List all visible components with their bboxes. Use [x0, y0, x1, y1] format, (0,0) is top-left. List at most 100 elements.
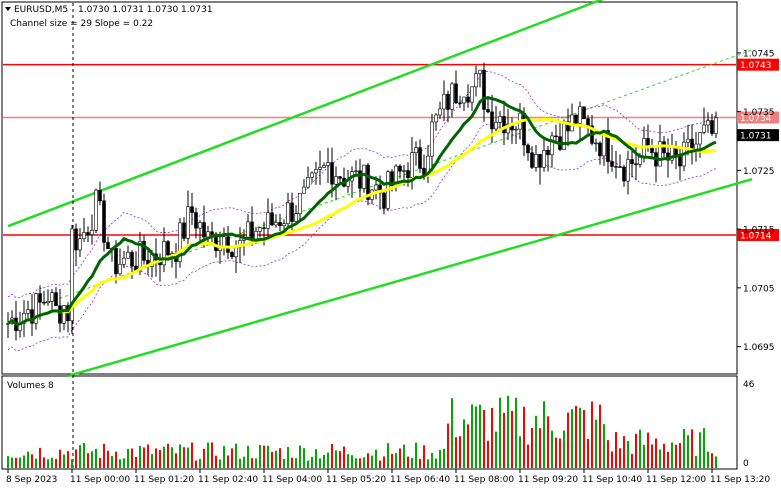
- volume-title: Volumes 8: [7, 381, 54, 391]
- candle-body: [486, 109, 490, 113]
- candle-body: [374, 184, 378, 191]
- price-tick-label: 1.0745: [743, 49, 775, 59]
- candle-body: [594, 142, 598, 145]
- candle-body: [406, 170, 410, 179]
- candle-body: [398, 165, 402, 172]
- candle-body: [354, 170, 358, 172]
- candle-body: [114, 247, 118, 275]
- current-price-tag: [737, 129, 779, 142]
- candle-body: [626, 159, 630, 182]
- candle-body: [450, 83, 454, 110]
- moving-averages: 1.0731: [7, 96, 779, 326]
- current-price-label: 1.0731: [740, 132, 772, 142]
- level-price-tag: [737, 58, 779, 71]
- candle-body: [266, 212, 270, 229]
- candle-body: [522, 112, 526, 146]
- candle-body: [706, 120, 710, 126]
- candle-body: [546, 149, 550, 156]
- candle-body: [630, 159, 634, 165]
- level-price-tag: [737, 111, 779, 124]
- candle-body: [34, 293, 38, 324]
- symbol-dropdown-icon[interactable]: [5, 7, 11, 11]
- candles: [6, 62, 718, 341]
- price-tick-label: 1.0695: [743, 343, 775, 353]
- time-tick-label: 11 Sep 13:20: [710, 475, 770, 485]
- candle-body: [302, 186, 306, 194]
- candle-body: [250, 221, 254, 240]
- candle-body: [90, 229, 94, 235]
- price-tick-label: 1.0735: [743, 108, 775, 118]
- candle-body: [614, 166, 618, 168]
- candle-body: [434, 114, 438, 123]
- candle-body: [418, 147, 422, 169]
- candle-body: [310, 172, 314, 178]
- candle-body: [78, 238, 82, 251]
- candle-body: [610, 161, 614, 167]
- candle-body: [82, 232, 86, 240]
- candle-body: [166, 241, 170, 256]
- candle-body: [162, 241, 166, 266]
- candle-body: [566, 121, 570, 132]
- price-tick-label: 1.0705: [743, 284, 775, 294]
- candle-body: [298, 192, 302, 215]
- candle-body: [290, 202, 294, 222]
- candle-body: [282, 223, 286, 226]
- candle-body: [470, 86, 474, 103]
- candle-body: [638, 156, 642, 165]
- candle-body: [262, 227, 266, 229]
- candle-body: [498, 116, 502, 123]
- candle-body: [46, 301, 50, 304]
- candle-body: [334, 176, 338, 185]
- candle-body: [126, 252, 130, 259]
- candle-body: [442, 93, 446, 110]
- candle-body: [30, 309, 34, 324]
- candle-body: [338, 176, 342, 179]
- candle-body: [326, 162, 330, 166]
- candle-body: [246, 221, 250, 238]
- candle-body: [410, 152, 414, 179]
- level-price-label: 1.0714: [740, 231, 772, 241]
- candle-body: [230, 252, 234, 258]
- candle-body: [506, 123, 510, 134]
- candle-body: [106, 242, 110, 249]
- candle-body: [222, 236, 226, 247]
- candle-body: [186, 206, 190, 239]
- price-pane-frame: [1, 1, 738, 375]
- channel-info: Channel size = 29 Slope = 0.22: [10, 19, 153, 29]
- candle-body: [226, 236, 230, 253]
- candle-body: [714, 117, 718, 134]
- candle-body: [358, 170, 362, 189]
- volume-bars: [7, 395, 717, 468]
- candle-body: [26, 309, 30, 314]
- candle-body: [318, 167, 322, 170]
- level-lines: 1.0743 1.0734 1.0714: [3, 58, 779, 241]
- candle-body: [554, 135, 558, 138]
- candle-body: [514, 128, 518, 131]
- level-price-label: 1.0743: [740, 61, 772, 71]
- candle-body: [270, 212, 274, 226]
- candle-body: [178, 222, 182, 262]
- candle-body: [142, 241, 146, 261]
- candle-body: [550, 135, 554, 156]
- candle-body: [586, 118, 590, 127]
- candle-body: [42, 302, 46, 304]
- candle-body: [210, 231, 214, 235]
- time-tick-label: 11 Sep 09:20: [518, 475, 578, 485]
- symbol-label: EURUSD,M5: [14, 5, 68, 15]
- candle-body: [278, 222, 282, 226]
- candle-body: [390, 171, 394, 186]
- channel-upper-line: [7, 0, 604, 228]
- candle-body: [646, 138, 650, 147]
- candle-body: [58, 305, 62, 324]
- candle-body: [430, 121, 434, 157]
- envelope-bands: [7, 70, 717, 351]
- ma-fast-line: [7, 96, 717, 326]
- time-tick-label: 11 Sep 06:40: [390, 475, 450, 485]
- candle-body: [622, 166, 626, 182]
- candle-body: [198, 222, 202, 229]
- envelope-upper-line: [7, 70, 717, 299]
- candle-body: [122, 257, 126, 265]
- candle-body: [182, 222, 186, 239]
- time-axis: 8 Sep 2023 11 Sep 00:00 11 Sep 01:20 11 Sep…: [6, 469, 770, 485]
